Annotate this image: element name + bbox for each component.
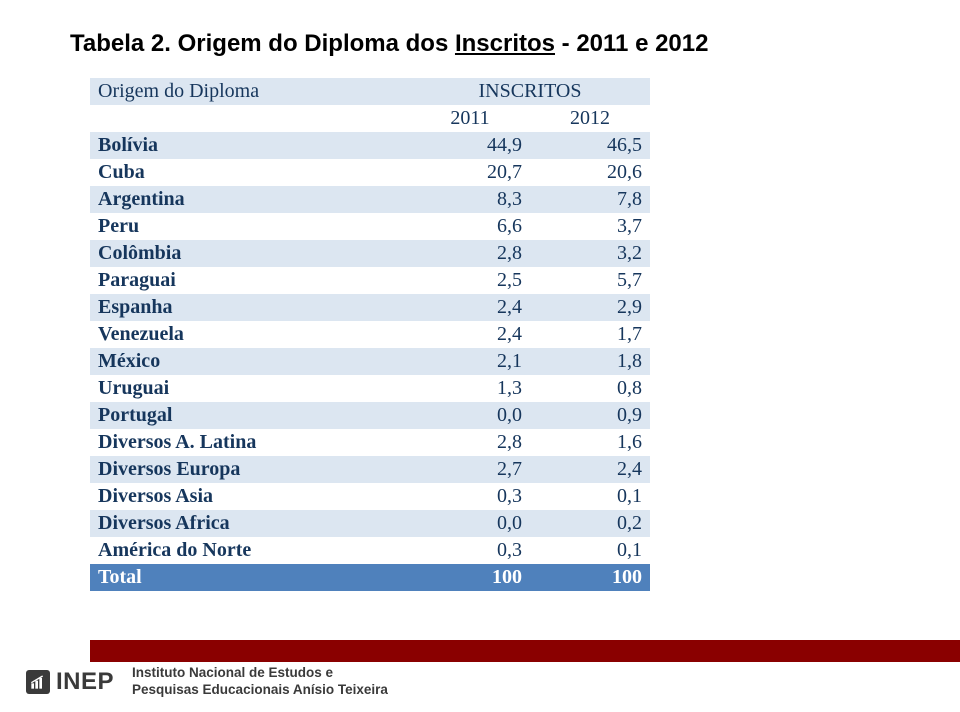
row-v1: 2,1 bbox=[410, 348, 530, 375]
row-v1: 8,3 bbox=[410, 186, 530, 213]
row-v2: 0,1 bbox=[530, 483, 650, 510]
slide-title: Tabela 2. Origem do Diploma dos Inscrito… bbox=[70, 30, 890, 58]
table-total-row: Total 100 100 bbox=[90, 564, 650, 591]
row-name: Diversos A. Latina bbox=[90, 429, 410, 456]
table-row: Venezuela2,41,7 bbox=[90, 321, 650, 348]
table-row: Uruguai1,30,8 bbox=[90, 375, 650, 402]
title-underlined: Inscritos bbox=[455, 30, 555, 57]
row-v1: 0,3 bbox=[410, 483, 530, 510]
row-name: Diversos Asia bbox=[90, 483, 410, 510]
row-name: Diversos Africa bbox=[90, 510, 410, 537]
table-row: Peru6,63,7 bbox=[90, 213, 650, 240]
table-row: América do Norte0,30,1 bbox=[90, 537, 650, 564]
row-v1: 0,0 bbox=[410, 510, 530, 537]
header-inscritos: INSCRITOS bbox=[410, 78, 650, 105]
header-origin: Origem do Diploma bbox=[90, 78, 410, 105]
row-name: Uruguai bbox=[90, 375, 410, 402]
row-v2: 0,1 bbox=[530, 537, 650, 564]
row-v2: 0,9 bbox=[530, 402, 650, 429]
row-v1: 2,4 bbox=[410, 321, 530, 348]
row-v2: 1,8 bbox=[530, 348, 650, 375]
row-v2: 2,9 bbox=[530, 294, 650, 321]
row-v2: 2,4 bbox=[530, 456, 650, 483]
row-name: Colômbia bbox=[90, 240, 410, 267]
row-name: Venezuela bbox=[90, 321, 410, 348]
row-v1: 1,3 bbox=[410, 375, 530, 402]
row-v2: 46,5 bbox=[530, 132, 650, 159]
total-label: Total bbox=[90, 564, 410, 591]
table-row: Argentina8,37,8 bbox=[90, 186, 650, 213]
row-v1: 0,3 bbox=[410, 537, 530, 564]
row-v1: 2,8 bbox=[410, 429, 530, 456]
table-row: Diversos Asia0,30,1 bbox=[90, 483, 650, 510]
inst-line-2: Pesquisas Educacionais Anísio Teixeira bbox=[132, 682, 388, 699]
row-v2: 20,6 bbox=[530, 159, 650, 186]
row-v2: 0,2 bbox=[530, 510, 650, 537]
row-name: América do Norte bbox=[90, 537, 410, 564]
row-v2: 1,6 bbox=[530, 429, 650, 456]
title-suffix: - 2011 e 2012 bbox=[555, 30, 708, 57]
data-table: Origem do Diploma INSCRITOS 2011 2012 Bo… bbox=[90, 78, 650, 591]
row-name: México bbox=[90, 348, 410, 375]
row-v1: 44,9 bbox=[410, 132, 530, 159]
footer-content: INEP Instituto Nacional de Estudos e Pes… bbox=[0, 652, 388, 712]
row-v1: 6,6 bbox=[410, 213, 530, 240]
row-v1: 20,7 bbox=[410, 159, 530, 186]
table-row: Colômbia2,83,2 bbox=[90, 240, 650, 267]
row-v1: 2,7 bbox=[410, 456, 530, 483]
row-name: Peru bbox=[90, 213, 410, 240]
institution-text: Instituto Nacional de Estudos e Pesquisa… bbox=[132, 665, 388, 699]
row-v1: 2,8 bbox=[410, 240, 530, 267]
row-v1: 2,5 bbox=[410, 267, 530, 294]
logo-mark-icon bbox=[26, 670, 50, 694]
table-row: Paraguai2,55,7 bbox=[90, 267, 650, 294]
table-row: Diversos A. Latina2,81,6 bbox=[90, 429, 650, 456]
row-name: Argentina bbox=[90, 186, 410, 213]
row-name: Espanha bbox=[90, 294, 410, 321]
year-1: 2011 bbox=[410, 105, 530, 132]
table-row: Bolívia44,946,5 bbox=[90, 132, 650, 159]
inst-line-1: Instituto Nacional de Estudos e bbox=[132, 665, 388, 682]
row-v2: 0,8 bbox=[530, 375, 650, 402]
row-v2: 5,7 bbox=[530, 267, 650, 294]
table-row: Cuba20,720,6 bbox=[90, 159, 650, 186]
row-v2: 3,7 bbox=[530, 213, 650, 240]
year-2: 2012 bbox=[530, 105, 650, 132]
total-v1: 100 bbox=[410, 564, 530, 591]
title-prefix: Tabela 2. Origem do Diploma dos bbox=[70, 30, 455, 57]
table-row: México2,11,8 bbox=[90, 348, 650, 375]
row-v1: 2,4 bbox=[410, 294, 530, 321]
total-v2: 100 bbox=[530, 564, 650, 591]
slide-content: Tabela 2. Origem do Diploma dos Inscrito… bbox=[0, 0, 960, 591]
table-body: Bolívia44,946,5Cuba20,720,6Argentina8,37… bbox=[90, 132, 650, 564]
table-subheader-row: 2011 2012 bbox=[90, 105, 650, 132]
table-header-row: Origem do Diploma INSCRITOS bbox=[90, 78, 650, 105]
row-name: Portugal bbox=[90, 402, 410, 429]
row-v1: 0,0 bbox=[410, 402, 530, 429]
table-row: Espanha2,42,9 bbox=[90, 294, 650, 321]
row-v2: 3,2 bbox=[530, 240, 650, 267]
bars-icon bbox=[30, 674, 46, 690]
table-container: Origem do Diploma INSCRITOS 2011 2012 Bo… bbox=[90, 78, 650, 591]
table-row: Portugal0,00,9 bbox=[90, 402, 650, 429]
logo: INEP bbox=[26, 668, 114, 696]
logo-text: INEP bbox=[56, 668, 114, 696]
row-name: Cuba bbox=[90, 159, 410, 186]
table-row: Diversos Europa2,72,4 bbox=[90, 456, 650, 483]
row-v2: 7,8 bbox=[530, 186, 650, 213]
footer: INEP Instituto Nacional de Estudos e Pes… bbox=[0, 640, 960, 712]
row-v2: 1,7 bbox=[530, 321, 650, 348]
row-name: Diversos Europa bbox=[90, 456, 410, 483]
row-name: Paraguai bbox=[90, 267, 410, 294]
subheader-blank bbox=[90, 105, 410, 132]
table-row: Diversos Africa0,00,2 bbox=[90, 510, 650, 537]
row-name: Bolívia bbox=[90, 132, 410, 159]
